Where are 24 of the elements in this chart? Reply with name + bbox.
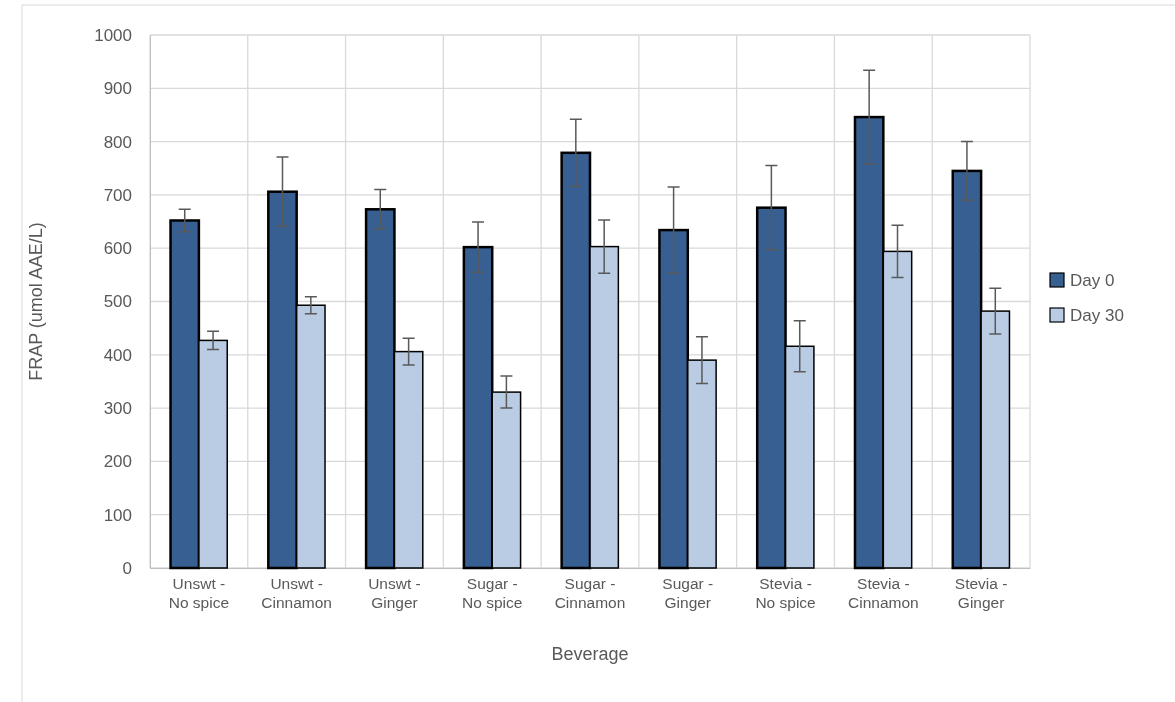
x-tick-label: Sugar - Cinnamon — [554, 575, 626, 611]
y-tick-label: 200 — [103, 452, 132, 472]
y-tick-label: 600 — [103, 239, 132, 259]
x-tick-label: Stevia - Ginger — [954, 575, 1008, 611]
y-tick-label: 500 — [103, 292, 132, 312]
y-tick-label: 900 — [103, 79, 132, 99]
y-tick-label: 300 — [103, 399, 132, 419]
y-tick-label: 0 — [122, 558, 132, 578]
x-tick-label: Unswt - No spice — [168, 575, 230, 611]
legend-label: Day 0 — [1070, 271, 1115, 290]
x-axis-title: Beverage — [551, 644, 629, 664]
x-tick-label: Sugar - Ginger — [662, 575, 714, 611]
y-tick-label: 100 — [103, 505, 132, 525]
y-axis-title: FRAP (umol AAE/L) — [26, 222, 46, 381]
x-tick-label: Unswt - Ginger — [368, 575, 421, 611]
x-tick-label: Stevia - Cinnamon — [848, 575, 919, 611]
x-tick-label: Sugar - No spice — [462, 575, 523, 611]
y-tick-label: 400 — [103, 345, 132, 365]
x-tick-label: Stevia - No spice — [755, 575, 816, 611]
y-tick-label: 800 — [103, 132, 132, 152]
y-tick-label: 1000 — [94, 25, 132, 45]
x-tick-label: Unswt - Cinnamon — [261, 575, 332, 611]
y-tick-label: 700 — [103, 185, 132, 205]
legend-label: Day 30 — [1070, 306, 1124, 325]
